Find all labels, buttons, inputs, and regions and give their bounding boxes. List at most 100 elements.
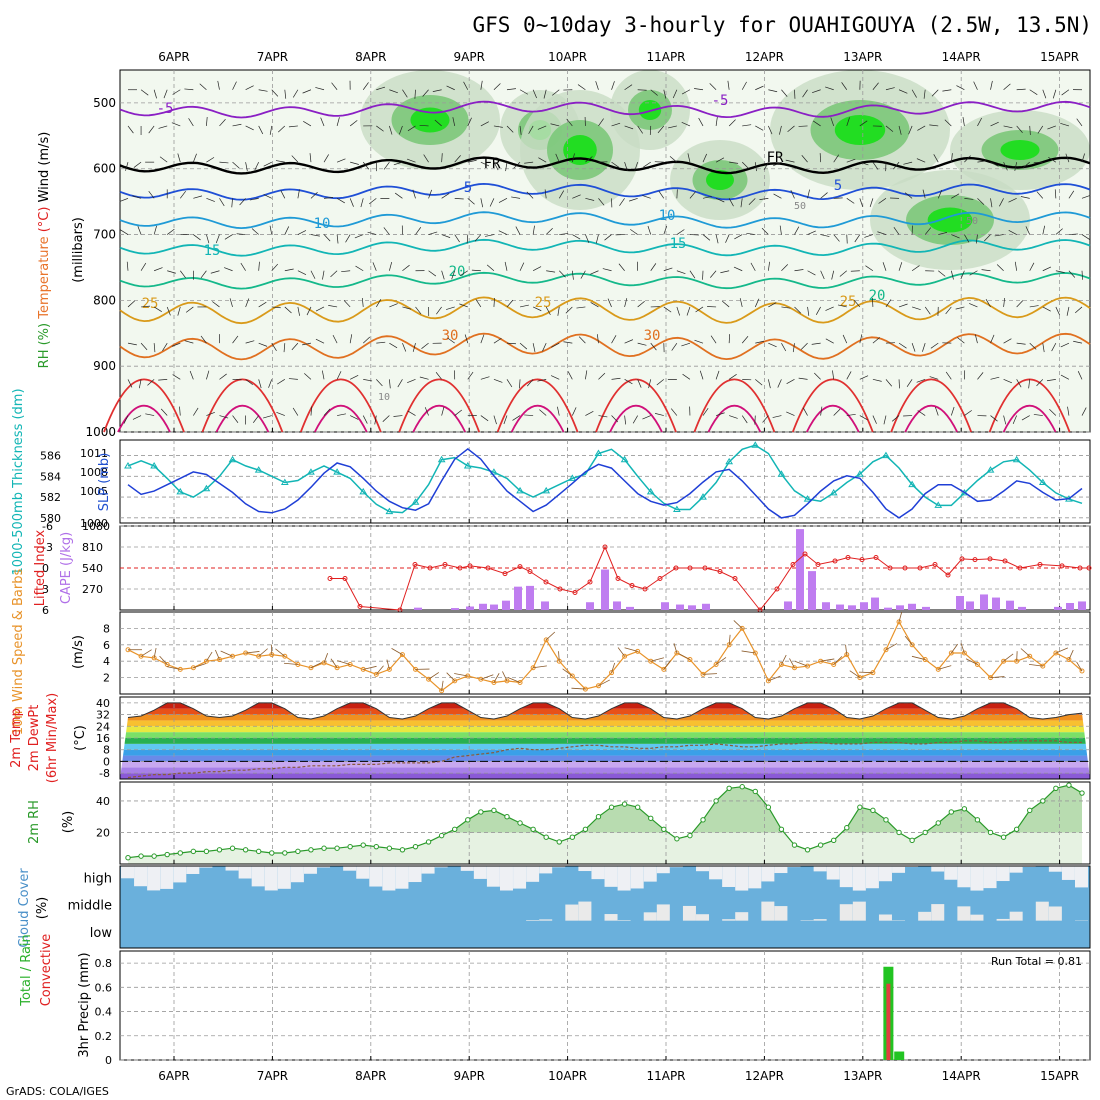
cape-bar: [1018, 606, 1026, 610]
wind-barb: [794, 306, 802, 314]
rh-point: [556, 839, 562, 845]
wind-barb: [785, 159, 795, 163]
wind-speed-point: [504, 678, 510, 684]
wind-barb: [372, 262, 377, 271]
cloud-high-cell: [892, 866, 906, 873]
rh-point: [255, 848, 262, 855]
cloud-high-cell: [957, 866, 971, 888]
wind-barb: [715, 157, 725, 163]
wind-barb: [219, 161, 229, 164]
wind-barb: [382, 415, 390, 422]
wind-barb: [454, 155, 461, 163]
wind-barb: [681, 121, 691, 127]
isotherm-lobe: [103, 378, 185, 433]
rh-point: [987, 829, 994, 836]
thickness-marker: [150, 461, 159, 469]
rh-point: [1013, 826, 1020, 833]
wind-barb: [882, 262, 887, 271]
wind-barb: [728, 198, 734, 207]
wind-barb: [519, 262, 525, 271]
rh-point: [295, 848, 301, 855]
bottom-date-label: 13APR: [843, 1069, 882, 1083]
wind-barb: [323, 234, 331, 242]
temp-tick-label: 8: [103, 744, 110, 757]
wind-barb: [681, 89, 691, 95]
wind-barb: [545, 228, 553, 235]
wind-barb: [362, 415, 368, 424]
wind-barb: [754, 298, 760, 308]
thickness-marker: [855, 470, 864, 477]
wind-barb: [441, 153, 443, 163]
wind-barb: [864, 234, 874, 238]
wind-barb: [670, 408, 678, 416]
thickness-tick-label: 584: [40, 470, 61, 483]
wind-barb: [781, 306, 791, 309]
wind-barb: [590, 270, 599, 275]
wind-barb: [519, 125, 522, 135]
wind-barb: [185, 306, 194, 313]
wind-barb: [917, 410, 926, 416]
wind-barb: [206, 651, 213, 662]
rh-point: [778, 826, 785, 833]
top-date-label: 14APR: [942, 50, 981, 64]
wind-barb: [249, 198, 259, 201]
cape-bar: [836, 604, 844, 610]
wind-barb: [245, 298, 250, 308]
cloud-mid-cell: [813, 919, 827, 921]
wind-barb: [815, 306, 821, 315]
wind-barb: [158, 125, 168, 129]
cloud-row-label: low: [90, 926, 113, 941]
wind-barb: [859, 161, 869, 166]
wind-barb: [153, 225, 157, 235]
cape-bar: [808, 571, 816, 610]
wind-barb: [673, 643, 678, 654]
wind-speed-point: [1053, 650, 1059, 656]
wind-barb: [304, 373, 312, 380]
pressure-tick-label: 800: [93, 293, 116, 307]
wind-barb: [885, 299, 892, 308]
wind-barb: [271, 263, 279, 271]
wind-barb: [288, 378, 298, 380]
wind-barb: [990, 334, 995, 344]
wind-barb: [812, 89, 821, 94]
isotherm-line: [119, 332, 1091, 361]
wind-barb: [585, 156, 593, 163]
wind-barb: [762, 415, 769, 423]
wind-barb: [830, 117, 835, 127]
wind-barb: [1003, 125, 1013, 129]
wind-barb: [336, 234, 339, 244]
wind-barb: [960, 643, 965, 654]
cape-bar: [601, 569, 609, 610]
wind-barb: [258, 125, 264, 135]
rh-point: [151, 853, 157, 859]
wind-barb: [464, 334, 469, 344]
wind-barb: [551, 342, 560, 348]
cloud-high-cell: [1048, 866, 1062, 872]
wind-barb: [1016, 300, 1024, 308]
lifted-index-point: [1017, 565, 1023, 571]
wind-barb: [820, 234, 830, 237]
wind-barb: [801, 155, 808, 163]
wind-barb: [159, 156, 168, 163]
wind-barb: [990, 121, 999, 127]
wind-barb: [506, 299, 514, 308]
wind-barb: [617, 647, 625, 657]
wind-barb: [637, 342, 647, 346]
temp-tick-label: 40: [96, 697, 110, 710]
thickness-marker: [725, 457, 734, 465]
wind-barb: [1036, 191, 1044, 199]
lifted-index-point: [802, 551, 808, 557]
cloud-mid-cell: [957, 906, 971, 921]
precip-panel: 0 0.2 0.4 0.6 0.8 Run Total = 0.81 Total / Rai…: [19, 934, 1091, 1067]
wind-speed-point: [138, 653, 144, 659]
wind-barb: [1042, 89, 1047, 99]
wind-barb: [336, 158, 346, 163]
wind-barb: [153, 343, 156, 353]
wind-barb: [786, 411, 795, 416]
wind-barb: [802, 407, 808, 416]
cloud-high-cell: [839, 866, 853, 888]
wind-barb: [792, 343, 795, 353]
wind-barb: [576, 306, 586, 309]
wind-barb: [502, 671, 508, 682]
wind-barb: [263, 194, 272, 199]
